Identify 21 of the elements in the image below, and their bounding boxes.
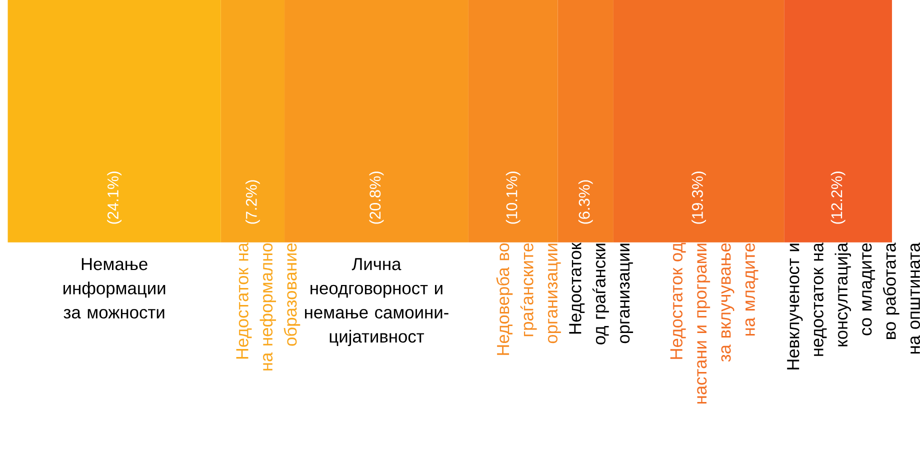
data-label: (20.8%): [369, 172, 384, 224]
data-label: (24.1%): [107, 172, 122, 224]
text: Недостаток на на неформално образование: [236, 242, 300, 371]
bar: [613, 0, 784, 243]
series-label: Лична неодговорност и немање самоини-цијативност: [305, 258, 448, 346]
data-label: (12.2%): [830, 172, 846, 224]
text: Недостаток од граѓански организации: [569, 242, 634, 345]
text: Невклученост и недостаток на консултација со младите во работата на општината: [787, 242, 920, 370]
text: Недоверба во граѓанските организации: [496, 244, 561, 356]
data-label: (19.3%): [692, 172, 706, 224]
data-label: (10.1%): [506, 172, 520, 224]
bar: [558, 0, 614, 243]
series-label: Немање информации за можности: [64, 258, 166, 319]
bar: [468, 0, 558, 243]
bar: [8, 0, 221, 243]
data-label: (7.2%): [246, 180, 260, 224]
text: Недостаток од настани и програми за вклучување на младите: [670, 243, 758, 404]
bar: [284, 0, 468, 243]
bar: [220, 0, 285, 243]
bar: [784, 0, 892, 243]
data-label: (6.3%): [578, 180, 593, 224]
